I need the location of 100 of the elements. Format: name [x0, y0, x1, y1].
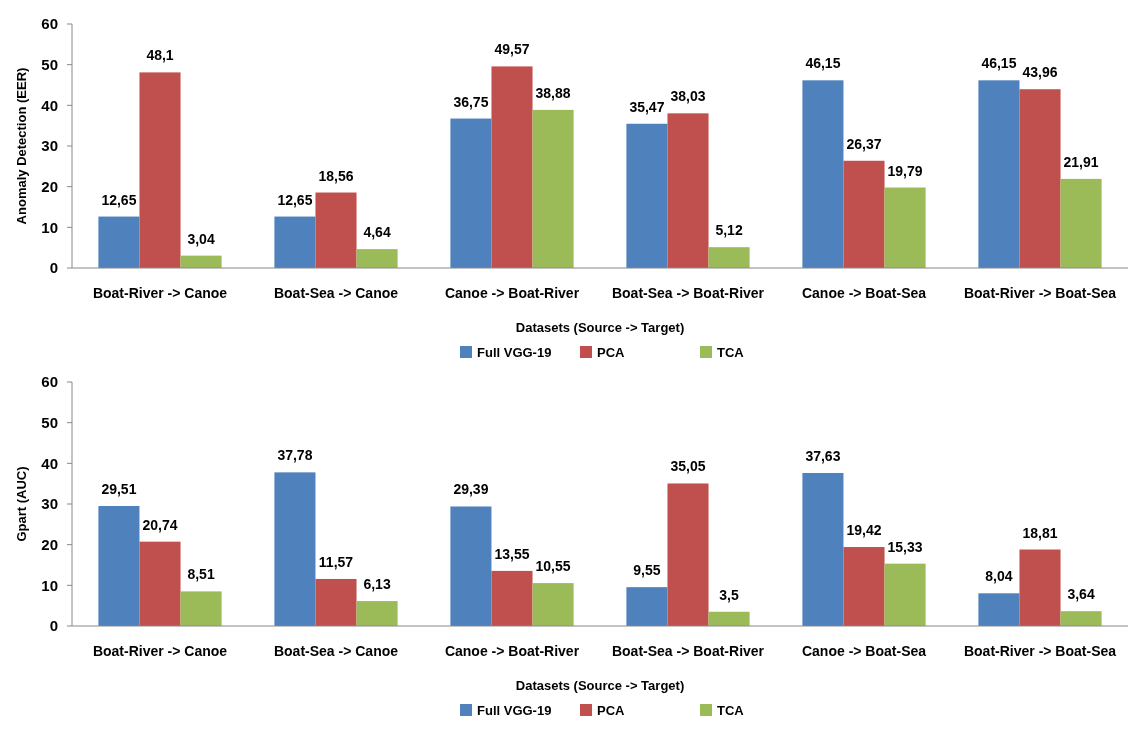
data-label: 35,05	[670, 458, 706, 475]
data-label: 18,56	[318, 167, 354, 184]
bar	[626, 123, 668, 268]
data-label: 9,55	[633, 562, 661, 579]
x-tick-label: Boat-River -> Canoe	[92, 643, 228, 659]
x-tick-label: Boat-River -> Boat-Sea	[963, 285, 1117, 301]
y-tick-label: 30	[41, 137, 58, 155]
data-label: 12,65	[101, 191, 137, 208]
data-label: 48,1	[146, 47, 174, 64]
y-tick-label: 10	[41, 576, 58, 594]
bar	[356, 601, 398, 626]
bar	[532, 583, 574, 626]
x-tick-label: Boat-Sea -> Canoe	[273, 285, 399, 301]
bar	[274, 472, 316, 626]
bar	[667, 483, 709, 626]
bar	[139, 72, 181, 268]
bar	[315, 192, 357, 268]
x-tick-label: Canoe -> Boat-River	[444, 285, 580, 301]
bar	[450, 118, 492, 268]
bar	[491, 66, 533, 268]
x-tick-label: Boat-Sea -> Boat-River	[611, 285, 765, 301]
y-axis-title: Gpart (AUC)	[14, 466, 29, 542]
bar	[180, 591, 222, 626]
bar	[532, 109, 574, 268]
data-label: 3,5	[719, 586, 740, 603]
data-label: 4,64	[363, 224, 391, 241]
x-tick-label: Boat-River -> Boat-Sea	[963, 643, 1117, 659]
bar	[491, 570, 533, 626]
x-axis-title: Datasets (Source -> Target)	[515, 320, 685, 335]
data-label: 11,57	[318, 553, 354, 570]
bar	[843, 160, 885, 268]
y-tick-label: 20	[41, 177, 58, 195]
bar	[1019, 549, 1061, 626]
data-label: 5,12	[715, 222, 743, 239]
y-tick-label: 20	[41, 535, 58, 553]
bar	[667, 113, 709, 268]
legend-label: TCA	[717, 702, 745, 718]
x-tick-label: Boat-River -> Canoe	[92, 285, 228, 301]
legend-label: TCA	[717, 344, 745, 360]
bar	[98, 505, 140, 626]
bar	[1060, 178, 1102, 268]
y-tick-label: 60	[41, 15, 58, 33]
y-tick-label: 0	[49, 617, 58, 635]
bar	[450, 506, 492, 626]
data-label: 13,55	[494, 545, 530, 562]
data-label: 3,04	[187, 230, 215, 247]
y-tick-label: 40	[41, 96, 58, 114]
legend-label: Full VGG-19	[477, 344, 552, 360]
y-tick-label: 40	[41, 454, 58, 472]
bar	[139, 541, 181, 626]
bar	[274, 216, 316, 268]
bar	[802, 80, 844, 268]
data-label: 8,04	[985, 568, 1013, 585]
bar	[708, 611, 750, 626]
data-label: 49,57	[494, 41, 530, 58]
bar	[356, 249, 398, 268]
data-label: 3,64	[1067, 586, 1095, 603]
data-label: 26,37	[846, 135, 882, 152]
data-label: 37,63	[805, 447, 841, 464]
data-label: 46,15	[805, 55, 841, 72]
bar	[1019, 89, 1061, 268]
bar	[315, 578, 357, 626]
data-label: 37,78	[277, 447, 313, 464]
y-tick-label: 50	[41, 55, 58, 73]
data-label: 19,79	[887, 162, 923, 179]
data-label: 29,39	[453, 481, 489, 498]
data-label: 35,47	[629, 98, 665, 115]
bar	[978, 593, 1020, 626]
x-tick-label: Canoe -> Boat-Sea	[801, 643, 927, 659]
data-label: 8,51	[187, 566, 215, 583]
data-label: 12,65	[277, 191, 313, 208]
data-label: 15,33	[887, 538, 923, 555]
y-tick-label: 50	[41, 413, 58, 431]
y-tick-label: 10	[41, 218, 58, 236]
bar	[708, 247, 750, 268]
x-tick-label: Canoe -> Boat-River	[444, 643, 580, 659]
bar	[1060, 611, 1102, 626]
data-label: 36,75	[453, 93, 489, 110]
data-label: 20,74	[142, 516, 178, 533]
data-label: 18,81	[1022, 524, 1058, 541]
bar	[978, 80, 1020, 268]
bar	[98, 216, 140, 268]
x-tick-label: Boat-Sea -> Boat-River	[611, 643, 765, 659]
legend-label: Full VGG-19	[477, 702, 552, 718]
data-label: 38,03	[670, 88, 706, 105]
y-tick-label: 60	[41, 373, 58, 391]
bar	[884, 563, 926, 626]
bar	[843, 547, 885, 626]
y-tick-label: 30	[41, 495, 58, 513]
data-label: 19,42	[846, 522, 882, 539]
x-tick-label: Boat-Sea -> Canoe	[273, 643, 399, 659]
data-label: 21,91	[1063, 153, 1099, 170]
data-label: 10,55	[535, 558, 571, 575]
data-label: 38,88	[535, 84, 571, 101]
bar	[884, 187, 926, 268]
bar	[802, 472, 844, 626]
legend-label: PCA	[597, 344, 626, 360]
y-axis-title: Anomaly Detection (EER)	[14, 67, 29, 225]
data-label: 46,15	[981, 55, 1017, 72]
bar	[626, 587, 668, 626]
